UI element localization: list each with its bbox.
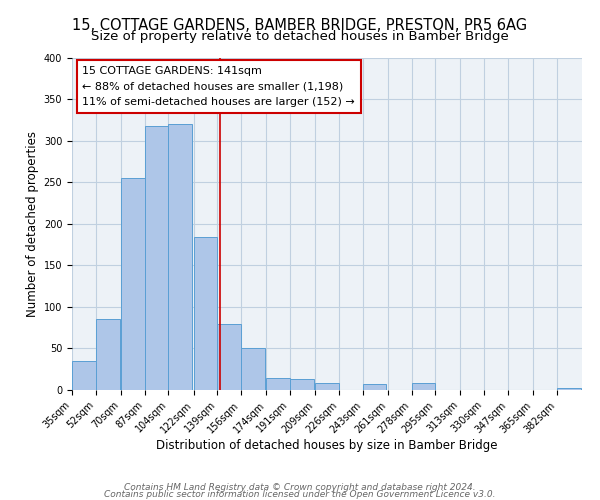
Bar: [121, 178, 145, 390]
Bar: [194, 237, 217, 390]
Text: Size of property relative to detached houses in Bamber Bridge: Size of property relative to detached ho…: [91, 30, 509, 43]
Bar: [145, 126, 169, 390]
Bar: [412, 384, 435, 390]
Bar: [290, 379, 314, 390]
Bar: [241, 348, 265, 390]
Bar: [362, 384, 386, 390]
Text: 15, COTTAGE GARDENS, BAMBER BRIDGE, PRESTON, PR5 6AG: 15, COTTAGE GARDENS, BAMBER BRIDGE, PRES…: [73, 18, 527, 32]
Text: Contains public sector information licensed under the Open Government Licence v3: Contains public sector information licen…: [104, 490, 496, 499]
Text: Contains HM Land Registry data © Crown copyright and database right 2024.: Contains HM Land Registry data © Crown c…: [124, 484, 476, 492]
Bar: [557, 388, 581, 390]
Bar: [217, 324, 241, 390]
X-axis label: Distribution of detached houses by size in Bamber Bridge: Distribution of detached houses by size …: [156, 439, 498, 452]
Bar: [315, 382, 339, 390]
Text: 15 COTTAGE GARDENS: 141sqm
← 88% of detached houses are smaller (1,198)
11% of s: 15 COTTAGE GARDENS: 141sqm ← 88% of deta…: [82, 66, 355, 107]
Y-axis label: Number of detached properties: Number of detached properties: [26, 130, 40, 317]
Bar: [266, 378, 290, 390]
Bar: [96, 318, 119, 390]
Bar: [72, 361, 96, 390]
Bar: [169, 124, 192, 390]
